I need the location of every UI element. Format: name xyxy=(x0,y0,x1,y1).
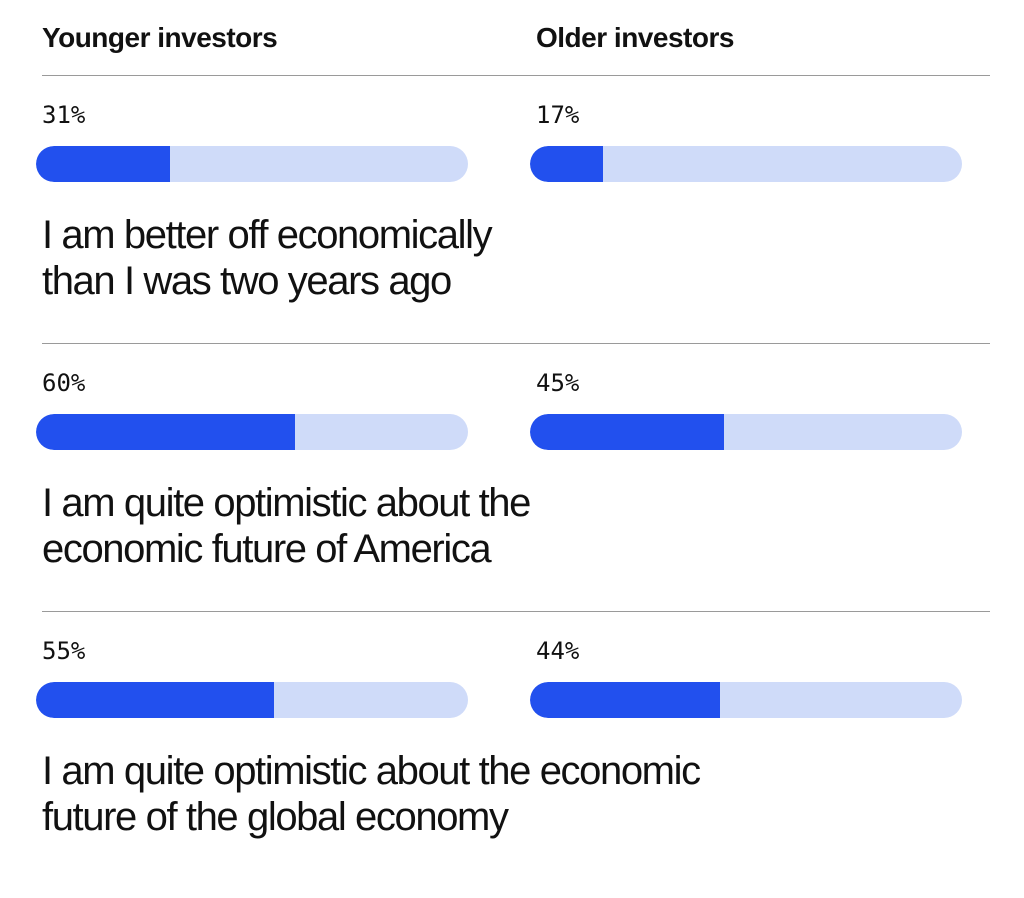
younger-percent-label: 55% xyxy=(42,637,86,665)
divider xyxy=(42,611,990,612)
younger-bar xyxy=(36,414,296,450)
younger-investors-header: Younger investors xyxy=(42,22,278,53)
younger-bar-track xyxy=(36,682,468,718)
older-percent-label: 45% xyxy=(536,369,580,397)
statement-line: than I was two years ago xyxy=(42,259,452,303)
older-investors-header: Older investors xyxy=(536,22,734,53)
younger-percent-label: 60% xyxy=(42,369,86,397)
younger-bar-track xyxy=(36,146,468,182)
statement-line: I am quite optimistic about the economic xyxy=(42,749,701,793)
older-bar-track xyxy=(530,146,962,182)
statement-text: I am quite optimistic about the economic… xyxy=(42,748,701,840)
statement-text: I am better off economically than I was … xyxy=(42,212,493,304)
divider xyxy=(42,343,990,344)
statement-line: future of the global economy xyxy=(42,795,509,839)
younger-bar xyxy=(36,146,170,182)
older-percent-label: 17% xyxy=(536,101,580,129)
statement-line: economic future of America xyxy=(42,527,492,571)
older-bar-track xyxy=(530,414,962,450)
older-percent-label: 44% xyxy=(536,637,580,665)
statement-line: I am better off economically xyxy=(42,213,493,257)
younger-bar-track xyxy=(36,414,468,450)
older-bar xyxy=(530,414,725,450)
older-bar xyxy=(530,146,604,182)
divider xyxy=(42,75,990,76)
older-bar xyxy=(530,682,721,718)
statement-text: I am quite optimistic about the economic… xyxy=(42,480,531,572)
younger-percent-label: 31% xyxy=(42,101,86,129)
older-bar-track xyxy=(530,682,962,718)
younger-bar xyxy=(36,682,274,718)
statement-line: I am quite optimistic about the xyxy=(42,481,531,525)
